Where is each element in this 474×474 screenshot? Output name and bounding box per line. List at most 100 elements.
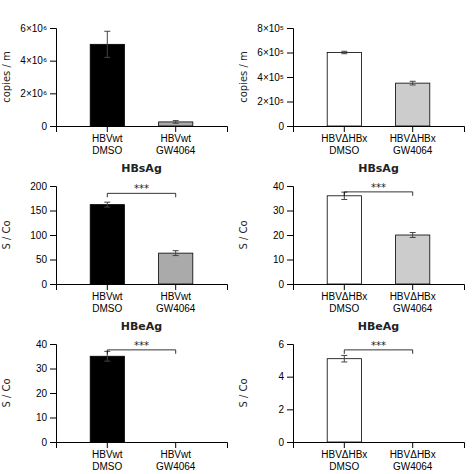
error-cap: [104, 207, 110, 208]
tick-label: 2×10⁶: [20, 88, 47, 99]
panel: 010203040HBVwtDMSOHBVwtGW4064S / CoHBeAg…: [1, 320, 228, 472]
tick-label: HBVΔHBxDMSO: [321, 133, 367, 156]
tick-mark: [50, 126, 56, 127]
tick-label-line: GW4064: [156, 461, 196, 472]
plot-area: [90, 31, 193, 126]
y-axis-title: S / Co: [1, 378, 12, 407]
error-line: [412, 81, 413, 85]
y-axis-title: S / Co: [238, 220, 249, 249]
tick-label-line: GW4064: [393, 145, 433, 156]
tick-label: 0: [41, 121, 47, 132]
x-axis: HBVwtDMSO HBVwtGW4064: [57, 284, 228, 314]
x-axis: HBVwtDMSOHBVwtGW4064: [57, 126, 228, 156]
tick-label: 4×10⁵: [257, 72, 284, 83]
y-tick: 0: [278, 279, 293, 290]
error-bar: [173, 121, 179, 124]
y-tick: 40: [36, 339, 56, 350]
tick-mark: [287, 53, 293, 54]
y-tick: 2×10⁶: [20, 88, 56, 99]
tick-label: 4×10⁶: [20, 55, 47, 66]
bar: [396, 235, 430, 284]
y-axis: 050100150200: [30, 181, 56, 290]
tick-mark: [50, 93, 56, 94]
tick-label: 0: [41, 279, 47, 290]
axis-line: [294, 443, 465, 449]
tick-mark: [412, 442, 413, 448]
tick-mark: [287, 235, 293, 236]
bar: [396, 442, 430, 443]
error-line: [344, 355, 345, 362]
sig-label: ***: [134, 183, 149, 194]
tick-label: 100: [30, 230, 47, 241]
tick-mark: [50, 418, 56, 419]
tick-label-line: DMSO: [329, 461, 359, 472]
tick-label-line: DMSO: [329, 145, 359, 156]
tick-mark: [50, 28, 56, 29]
tick-label-line: DMSO: [92, 303, 122, 314]
tick-mark: [287, 409, 293, 410]
tick-label-line: GW4064: [156, 303, 196, 314]
x-tick: HBVwtGW4064: [156, 284, 196, 314]
tick-label: 150: [30, 205, 47, 216]
tick-label-line: GW4064: [393, 303, 433, 314]
y-tick: 0: [278, 121, 293, 132]
tick-label: 0: [278, 121, 284, 132]
tick-label: HBVwtGW4064: [156, 291, 196, 314]
tick-label: 0: [278, 279, 284, 290]
y-tick: 0: [41, 121, 56, 132]
y-tick: 0: [41, 279, 56, 290]
y-tick: 30: [36, 363, 56, 374]
tick-mark: [287, 28, 293, 29]
y-tick: 100: [30, 230, 56, 241]
tick-mark: [344, 126, 345, 132]
y-tick: 6×10⁵: [257, 47, 293, 58]
tick-label: HBVΔHBxDMSO: [321, 449, 367, 472]
y-axis-title: S / Co: [238, 378, 249, 407]
bar: [90, 356, 124, 442]
y-tick: 0: [278, 437, 293, 448]
tick-label: 10: [36, 412, 48, 423]
tick-label-line: DMSO: [329, 303, 359, 314]
y-axis: 010203040: [36, 339, 57, 448]
axis-line: [57, 127, 228, 133]
y-tick: 2: [278, 404, 293, 415]
tick-label: 0: [41, 437, 47, 448]
plot-area: [90, 351, 124, 442]
tick-label: HBVΔHBxGW4064: [390, 291, 436, 314]
error-line: [107, 31, 108, 57]
tick-label: HBVwtDMSO: [92, 449, 123, 472]
tick-label-line: HBVΔHBx: [390, 449, 436, 460]
y-axis: 010203040: [273, 181, 294, 290]
error-bar: [341, 51, 347, 53]
error-cap: [410, 237, 416, 238]
tick-label-line: HBVwt: [92, 291, 123, 302]
tick-label: HBVwtGW4064: [156, 133, 196, 156]
tick-mark: [412, 126, 413, 132]
tick-mark: [50, 211, 56, 212]
tick-mark: [287, 77, 293, 78]
axis-line: [57, 443, 228, 449]
tick-label: 40: [36, 339, 48, 350]
tick-label: 4: [278, 371, 284, 382]
tick-mark: [344, 284, 345, 290]
tick-mark: [412, 284, 413, 290]
panel: 02×10⁵4×10⁵6×10⁵8×10⁵HBVΔHBxDMSOHBVΔHBxG…: [238, 23, 465, 156]
y-tick: 0: [41, 437, 56, 448]
tick-label: 50: [36, 254, 48, 265]
axis-line: [50, 29, 57, 127]
tick-label-line: GW4064: [156, 145, 196, 156]
error-cap: [341, 51, 347, 52]
tick-label: 20: [273, 230, 285, 241]
tick-label: 0: [278, 437, 284, 448]
tick-mark: [287, 211, 293, 212]
y-tick: 20: [273, 230, 293, 241]
y-tick: 30: [273, 205, 293, 216]
tick-label-line: HBVΔHBx: [321, 291, 367, 302]
tick-label: 30: [36, 363, 48, 374]
tick-mark: [107, 284, 108, 290]
error-cap: [410, 232, 416, 233]
tick-label-line: HBVΔHBx: [390, 291, 436, 302]
panel: 0246HBVΔHBxDMSOHBVΔHBxGW4064S / CoHBeAg*…: [238, 320, 465, 472]
error-line: [107, 202, 108, 207]
figure: 02×10⁶4×10⁶6×10⁶HBVwtDMSOHBVwtGW4064copi…: [0, 0, 474, 474]
